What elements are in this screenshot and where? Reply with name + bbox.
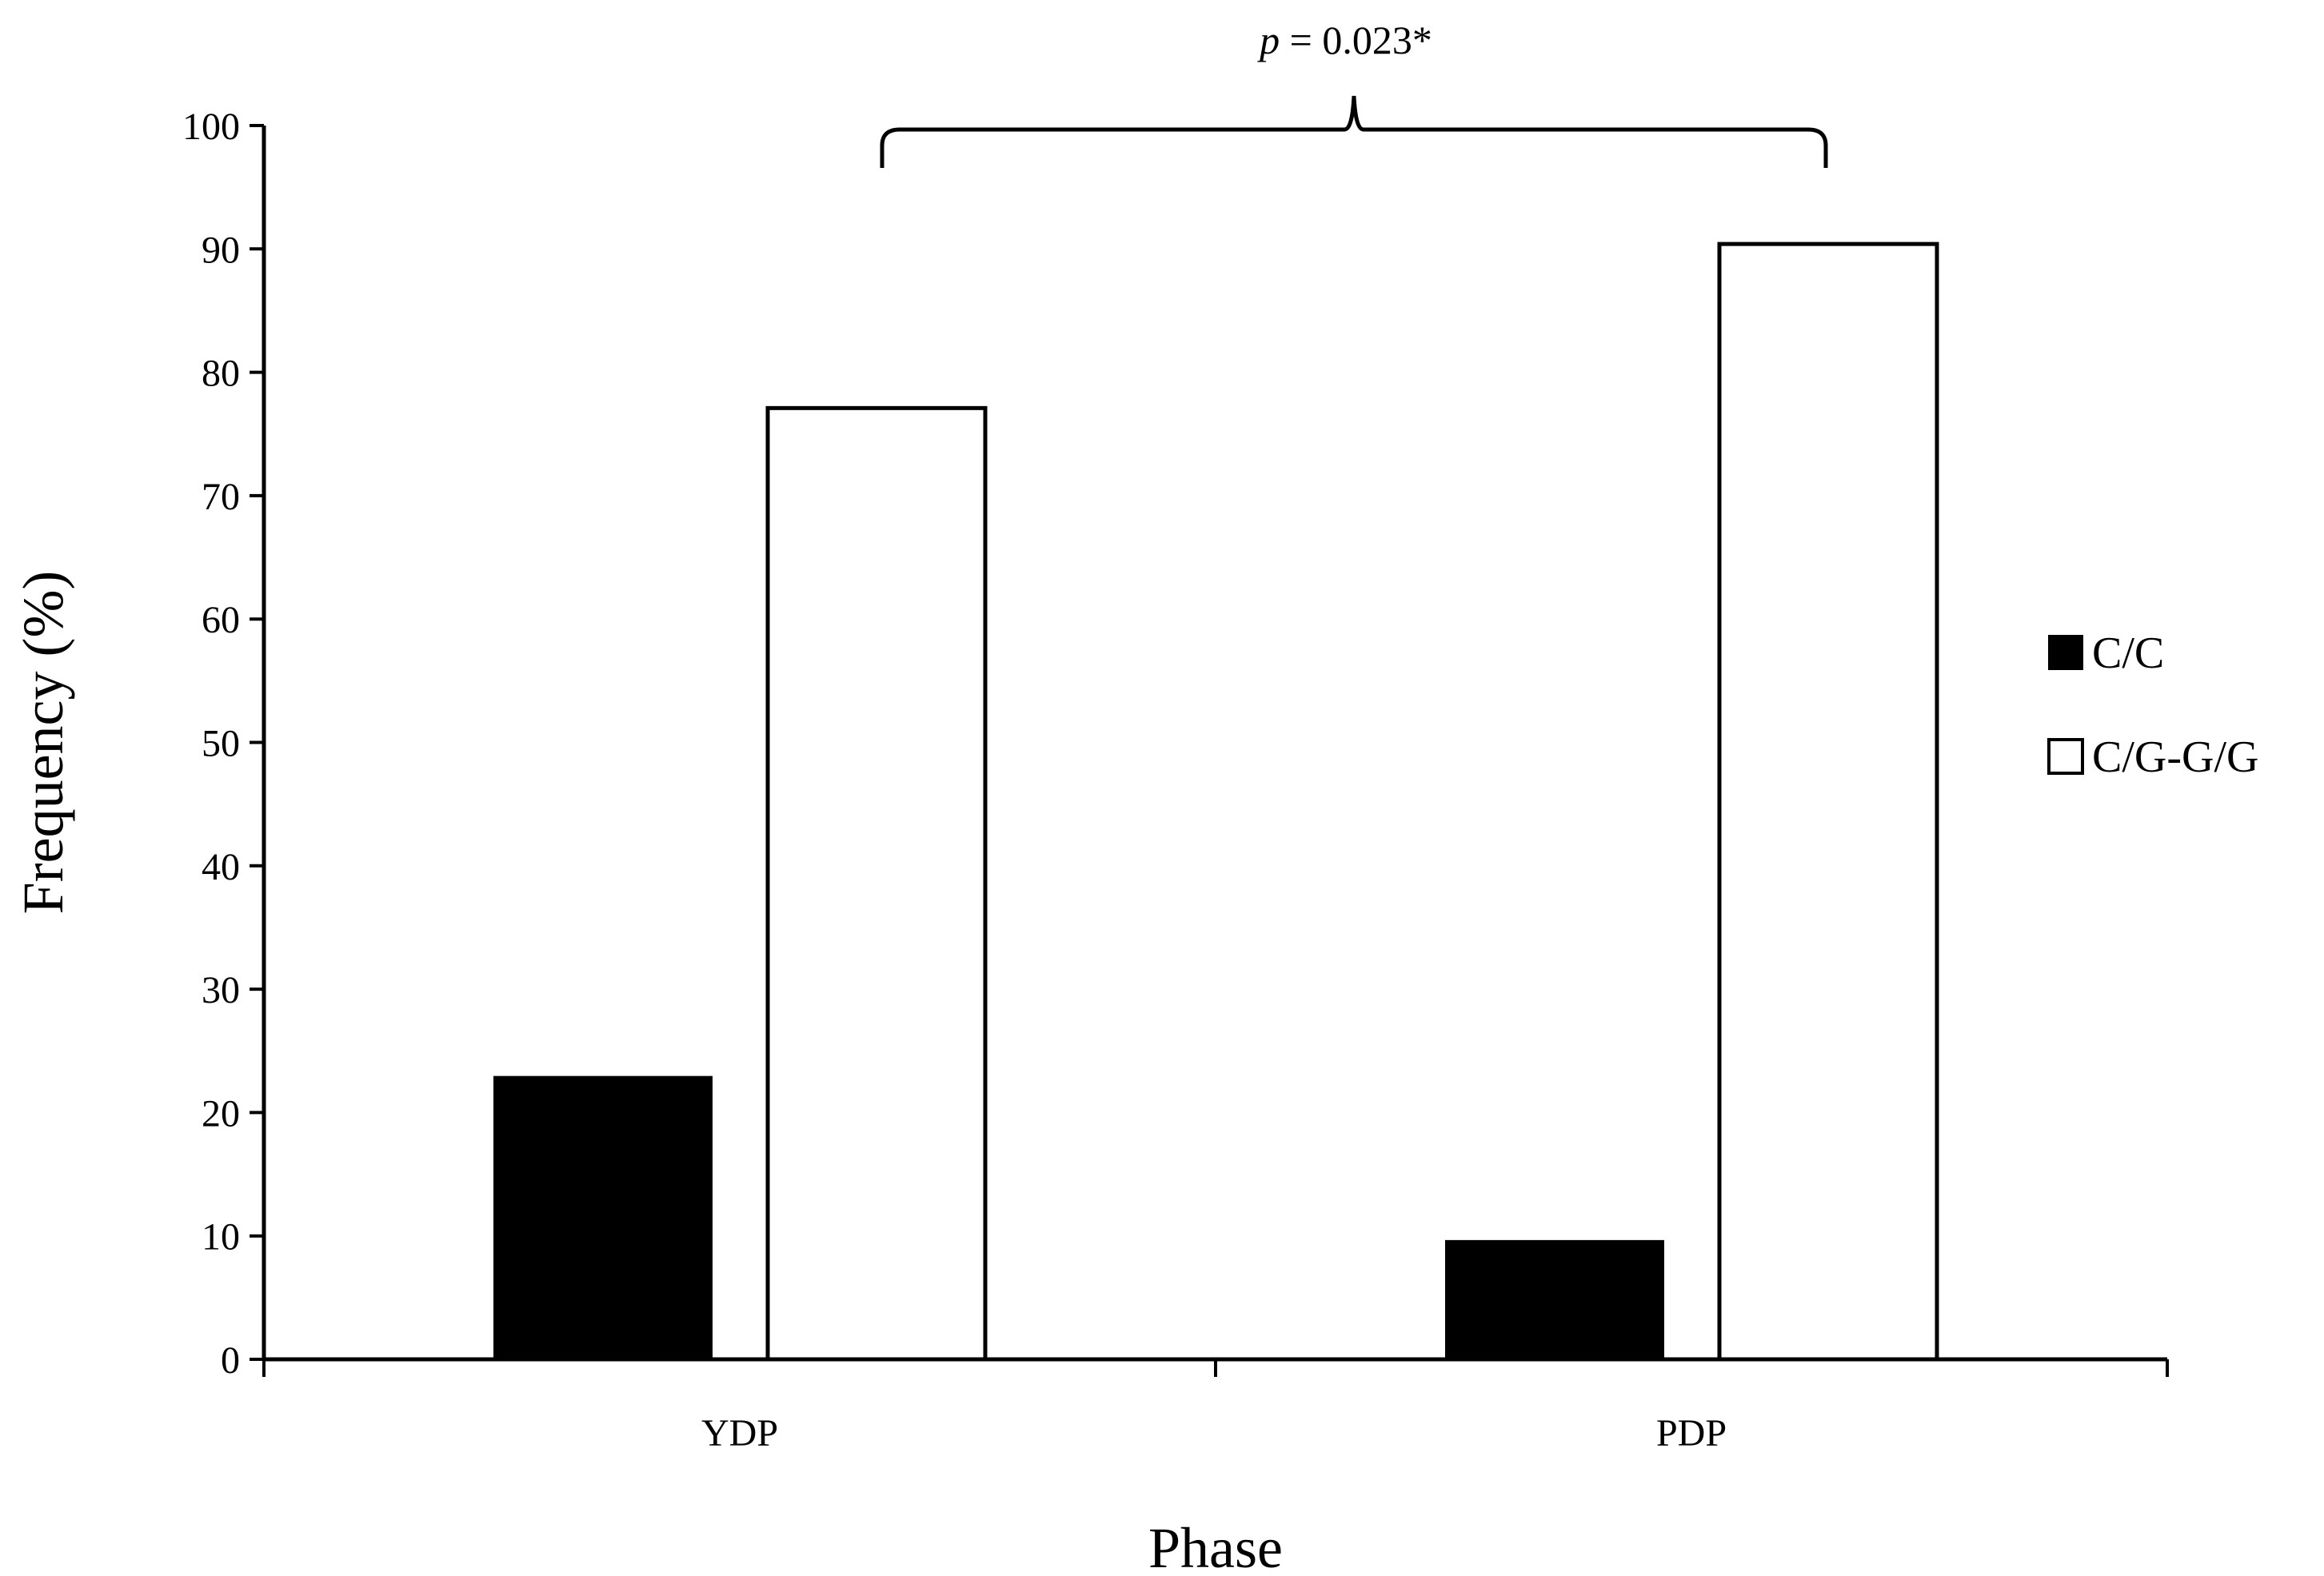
bar-pdp-0	[1445, 1239, 1664, 1360]
p-symbol: p	[1257, 18, 1280, 62]
y-axis-ticks: 0 10 20 30 40 50 60 70 80 90 100	[182, 106, 264, 1382]
legend-swatch	[2047, 738, 2084, 775]
p-value-text: = 0.023*	[1280, 18, 1432, 62]
y-tick-label: 80	[202, 353, 240, 395]
y-tick-label: 70	[202, 476, 240, 518]
legend: C/C C/G-G/G	[2047, 628, 2258, 782]
legend-swatch	[2048, 635, 2083, 670]
x-tick-label: PDP	[1656, 1412, 1727, 1454]
y-axis-title: Frequency (%)	[11, 571, 75, 915]
p-value-label: p = 0.023*	[1257, 18, 1432, 62]
y-tick-label: 100	[182, 106, 240, 148]
bracket-line	[880, 95, 1828, 168]
x-tick-label: YDP	[701, 1412, 778, 1454]
legend-label: C/G-G/G	[2092, 732, 2258, 782]
bar-ydp-1	[765, 405, 988, 1362]
bars	[493, 241, 1939, 1362]
bar-pdp-1	[1717, 241, 1939, 1362]
y-tick-label: 10	[202, 1216, 240, 1259]
significance-bracket: p = 0.023*	[880, 18, 1828, 168]
legend-label: C/C	[2092, 628, 2164, 678]
y-tick-label: 90	[202, 229, 240, 271]
y-tick-label: 60	[202, 599, 240, 641]
x-axis-title: Phase	[1148, 1516, 1283, 1576]
y-tick-label: 0	[221, 1339, 240, 1382]
y-tick-label: 40	[202, 846, 240, 888]
y-tick-label: 20	[202, 1092, 240, 1135]
y-tick-label: 50	[202, 723, 240, 765]
bar-ydp-0	[493, 1075, 713, 1360]
y-tick-label: 30	[202, 969, 240, 1011]
x-axis-ticks: YDP PDP	[262, 1359, 2169, 1454]
